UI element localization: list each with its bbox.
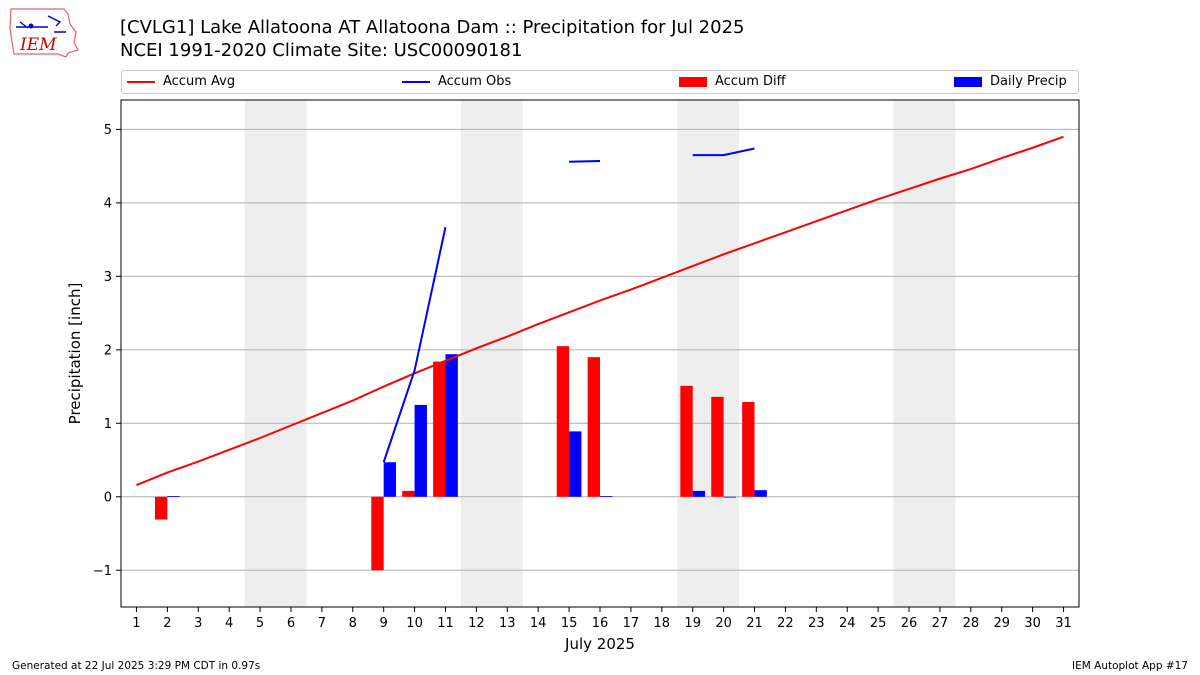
x-tick-label: 28 xyxy=(963,616,980,631)
legend: Accum Avg Accum Obs Accum Diff Daily Pre… xyxy=(121,70,1079,94)
legend-item-accum-avg: Accum Avg xyxy=(127,74,235,89)
x-tick-label: 17 xyxy=(623,616,640,631)
line-accum-obs-segment-0 xyxy=(382,226,447,463)
bar-daily-precip xyxy=(167,496,180,497)
bar-accum-diff xyxy=(711,396,724,497)
line-accum-avg xyxy=(136,135,1064,486)
y-axis-label: Precipitation [inch] xyxy=(66,283,84,425)
y-tick-label: 0 xyxy=(104,490,112,505)
x-tick-label: 16 xyxy=(592,616,609,631)
x-tick-label: 23 xyxy=(808,616,825,631)
gridlines xyxy=(121,128,1079,571)
footer-generated: Generated at 22 Jul 2025 3:29 PM CDT in … xyxy=(12,660,261,672)
x-tick-label: 19 xyxy=(684,616,701,631)
bar-daily-precip xyxy=(600,496,613,497)
x-tick-label: 26 xyxy=(901,616,918,631)
x-tick-label: 30 xyxy=(1024,616,1041,631)
x-tick-label: 11 xyxy=(437,616,454,631)
legend-label-daily-precip: Daily Precip xyxy=(990,74,1067,89)
y-tick-label: −1 xyxy=(93,564,112,579)
bar-daily-precip xyxy=(692,490,706,497)
x-tick-label: 18 xyxy=(654,616,671,631)
line-accum-obs-segment-2 xyxy=(692,147,755,157)
x-tick-label: 13 xyxy=(499,616,516,631)
legend-swatch-accum-diff xyxy=(679,76,707,87)
y-tick-label: 3 xyxy=(104,270,112,285)
x-tick-label: 31 xyxy=(1055,616,1072,631)
lines xyxy=(136,135,1064,486)
footer-app: IEM Autoplot App #17 xyxy=(1072,660,1188,672)
weekend-band-1 xyxy=(460,100,523,607)
legend-item-accum-diff: Accum Diff xyxy=(679,74,786,89)
x-tick-label: 25 xyxy=(870,616,887,631)
x-tick-label: 2 xyxy=(163,616,171,631)
x-tick-label: 12 xyxy=(468,616,485,631)
bar-accum-diff xyxy=(433,361,446,497)
weekend-band-0 xyxy=(244,100,307,607)
legend-label-accum-avg: Accum Avg xyxy=(163,74,236,89)
bar-accum-diff xyxy=(680,385,693,497)
x-tick-label: 14 xyxy=(530,616,547,631)
chart-title: [CVLG1] Lake Allatoona AT Allatoona Dam … xyxy=(120,17,745,38)
bar-accum-diff xyxy=(371,496,384,571)
x-tick-label: 1 xyxy=(132,616,140,631)
x-tick-label: 3 xyxy=(194,616,202,631)
x-axis-label: July 2025 xyxy=(564,635,635,653)
legend-item-accum-obs: Accum Obs xyxy=(402,74,511,89)
x-tick-label: 4 xyxy=(225,616,233,631)
legend-swatch-accum-avg xyxy=(127,80,155,83)
bar-daily-precip xyxy=(569,431,582,497)
bar-accum-diff xyxy=(402,490,415,497)
x-tick-label: 20 xyxy=(715,616,732,631)
x-tick-label: 22 xyxy=(777,616,794,631)
x-tick-label: 29 xyxy=(993,616,1010,631)
x-tick-label: 24 xyxy=(839,616,856,631)
logo-text: IEM xyxy=(19,35,57,55)
bar-daily-precip xyxy=(754,490,767,497)
x-tick-label: 6 xyxy=(287,616,295,631)
bar-accum-diff xyxy=(154,496,168,520)
weekend-band-2 xyxy=(677,100,740,607)
y-tick-label: 5 xyxy=(104,123,112,138)
x-tick-label: 9 xyxy=(380,616,388,631)
legend-swatch-daily-precip xyxy=(954,76,982,87)
x-tick-label: 21 xyxy=(746,616,763,631)
x-tick-label: 5 xyxy=(256,616,264,631)
y-tick-label: 2 xyxy=(104,343,112,358)
legend-label-accum-diff: Accum Diff xyxy=(715,74,786,89)
legend-item-daily-precip: Daily Precip xyxy=(954,74,1067,89)
y-tick-label: 4 xyxy=(104,196,112,211)
legend-label-accum-obs: Accum Obs xyxy=(438,74,512,89)
iem-logo: IEM xyxy=(8,6,80,58)
bar-daily-precip xyxy=(445,354,458,497)
x-tick-label: 8 xyxy=(349,616,357,631)
x-tick-label: 7 xyxy=(318,616,326,631)
x-tick-label: 15 xyxy=(561,616,578,631)
weekend-shading xyxy=(244,100,956,607)
bar-accum-diff xyxy=(556,346,570,497)
line-accum-obs-segment-1 xyxy=(569,159,601,163)
x-tick-label: 10 xyxy=(406,616,423,631)
bars xyxy=(154,346,767,571)
legend-swatch-accum-obs xyxy=(402,80,430,83)
bar-daily-precip xyxy=(723,496,736,498)
x-tick-label: 27 xyxy=(932,616,949,631)
bar-daily-precip xyxy=(383,462,397,497)
bar-daily-precip xyxy=(414,404,427,497)
bar-accum-diff xyxy=(742,401,755,497)
chart-subtitle: NCEI 1991-2020 Climate Site: USC00090181 xyxy=(120,40,523,61)
bar-accum-diff xyxy=(587,357,600,497)
y-tick-label: 1 xyxy=(104,417,112,432)
